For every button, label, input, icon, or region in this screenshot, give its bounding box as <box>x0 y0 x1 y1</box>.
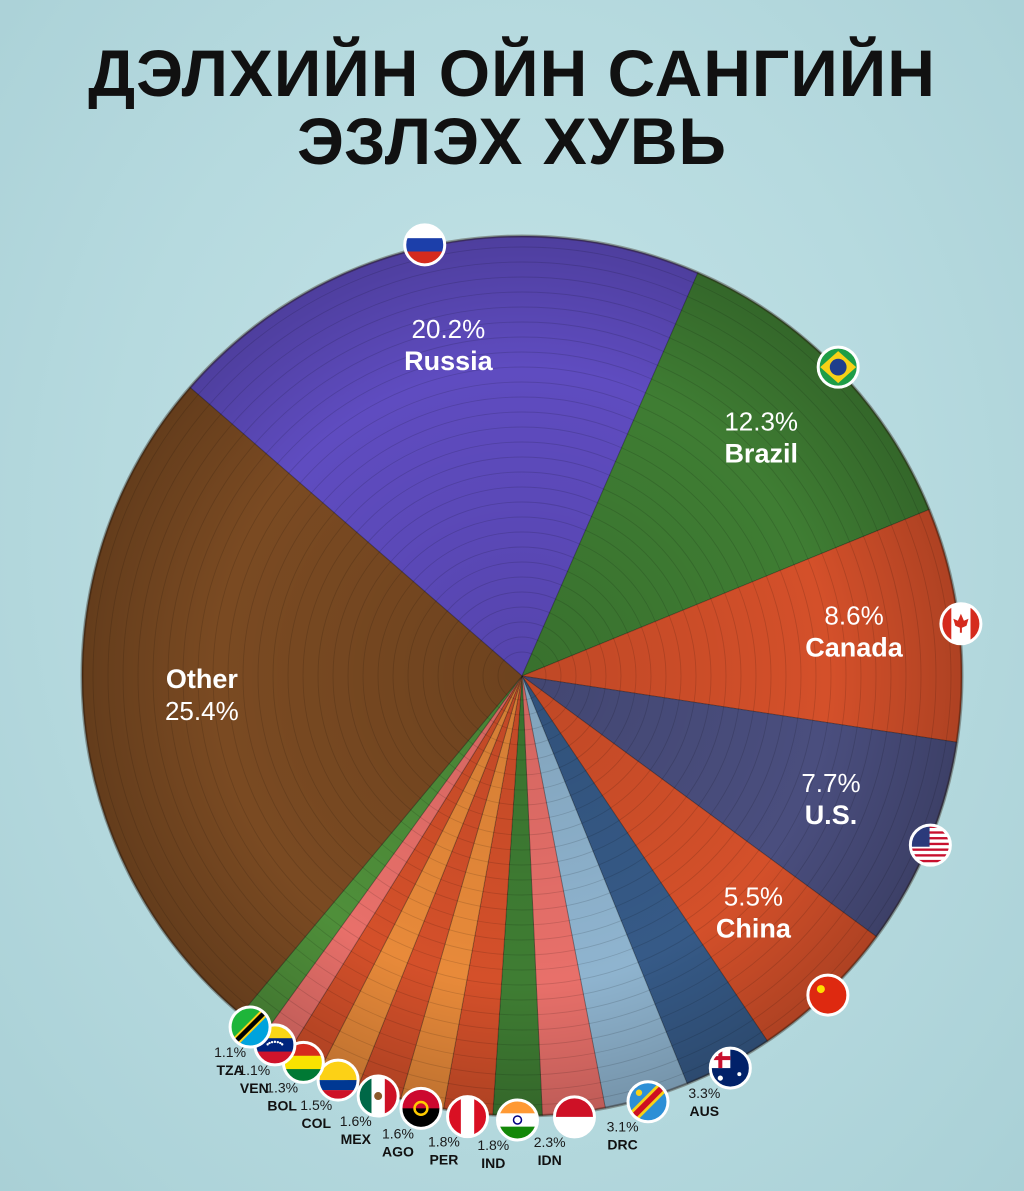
slice-label-china: China <box>716 913 792 943</box>
slice-label-u-s: U.S. <box>805 800 858 830</box>
brazil-flag <box>816 345 860 389</box>
slice-value-ven: 1.1% <box>238 1062 270 1078</box>
slice-label-ind: IND <box>481 1155 505 1171</box>
indonesia-flag <box>552 1095 596 1139</box>
canada-flag <box>939 602 983 646</box>
slice-label-ago: AGO <box>382 1143 414 1159</box>
slice-value-tza: 1.1% <box>214 1044 246 1060</box>
slice-value-other: 25.4% <box>165 696 239 726</box>
slice-label-brazil: Brazil <box>724 438 798 468</box>
slice-value-drc: 3.1% <box>607 1119 639 1135</box>
slice-value-per: 1.8% <box>428 1134 460 1150</box>
slice-value-ind: 1.8% <box>477 1137 509 1153</box>
chart-title-line-2: ЭЗЛЭХ ХУВЬ <box>297 104 727 178</box>
colombia-flag <box>316 1058 360 1102</box>
slice-value-brazil: 12.3% <box>724 406 798 436</box>
slice-label-bol: BOL <box>267 1097 297 1113</box>
slice-value-idn: 2.3% <box>534 1134 566 1150</box>
slice-label-idn: IDN <box>538 1152 562 1168</box>
india-flag <box>495 1098 539 1142</box>
slice-label-col: COL <box>301 1115 331 1131</box>
slice-value-u-s: 7.7% <box>801 768 860 798</box>
slice-value-canada: 8.6% <box>824 600 883 630</box>
slice-value-china: 5.5% <box>724 881 783 911</box>
slice-value-mex: 1.6% <box>340 1113 372 1129</box>
wood-shading <box>82 236 962 1116</box>
slice-value-russia: 20.2% <box>412 314 486 344</box>
slice-labels: 20.2%Russia 12.3%Brazil 8.6%Canada 7.7%U.S.… <box>165 314 904 1171</box>
chart-title-line-1: ДЭЛХИЙН ОЙН САНГИЙН <box>88 35 936 110</box>
flag-markers <box>228 223 983 1142</box>
slice-value-bol: 1.3% <box>266 1079 298 1095</box>
slice-label-per: PER <box>430 1152 459 1168</box>
tanzania-flag <box>228 1005 272 1049</box>
mexico-flag <box>356 1074 400 1118</box>
slice-label-mex: MEX <box>341 1131 372 1147</box>
slice-value-col: 1.5% <box>300 1097 332 1113</box>
china-flag <box>806 973 850 1017</box>
russia-flag <box>403 223 447 267</box>
slice-label-russia: Russia <box>404 346 494 376</box>
slice-value-ago: 1.6% <box>382 1125 414 1141</box>
angola-flag <box>399 1086 443 1130</box>
slice-label-canada: Canada <box>805 632 904 662</box>
slice-label-other: Other <box>166 664 239 694</box>
australia-flag <box>708 1046 752 1090</box>
slice-value-aus: 3.3% <box>688 1085 720 1101</box>
slice-label-drc: DRC <box>607 1137 637 1153</box>
usa-flag <box>908 823 952 867</box>
slice-label-aus: AUS <box>690 1103 720 1119</box>
slice-label-tza: TZA <box>216 1062 243 1078</box>
peru-flag <box>446 1095 490 1139</box>
drc-flag <box>626 1080 670 1124</box>
slice-label-ven: VEN <box>240 1080 269 1096</box>
